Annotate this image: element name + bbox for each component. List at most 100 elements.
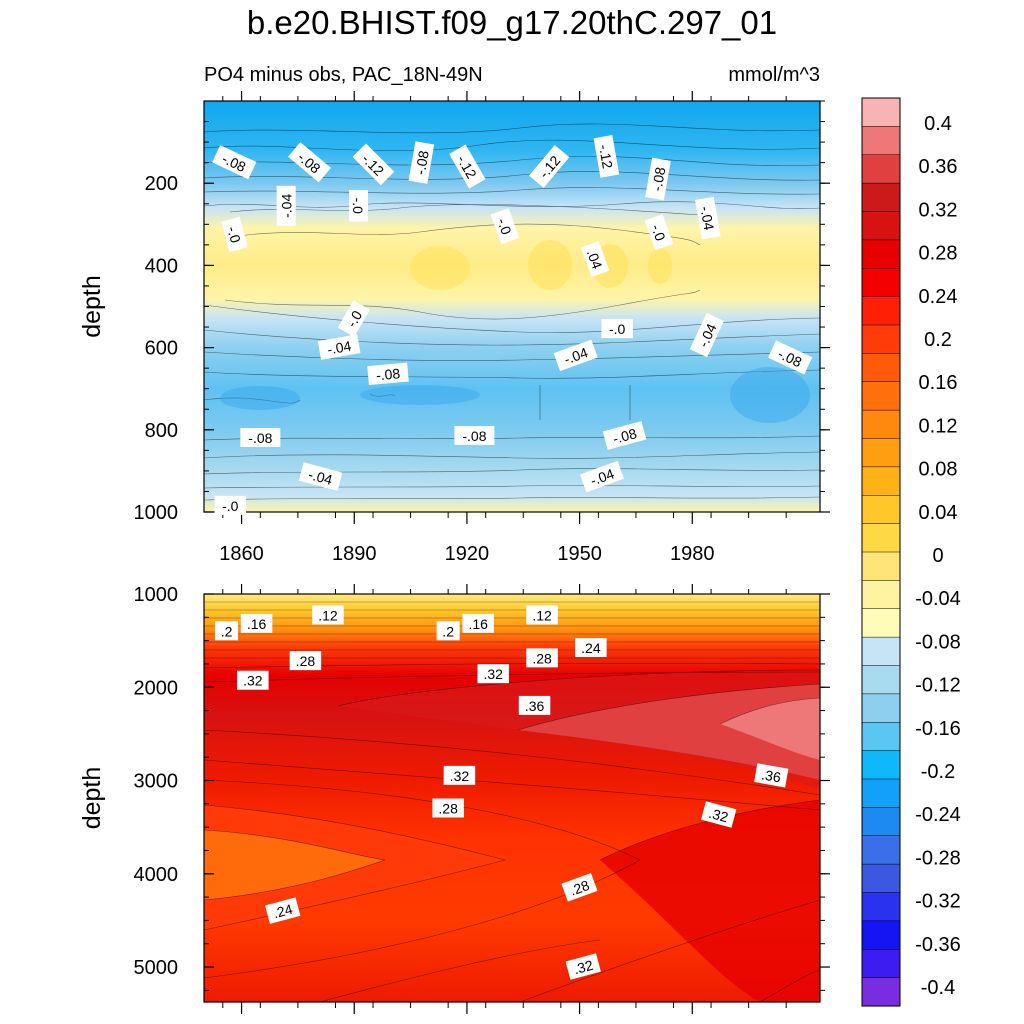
colorbar-label: 0.08 xyxy=(919,459,958,481)
colorbar-swatch xyxy=(861,949,901,979)
contour-label-text: .16 xyxy=(468,616,488,632)
panel-subtitle: PO4 minus obs, PAC_18N-49N xyxy=(204,64,483,86)
contour-label-bg xyxy=(561,872,598,902)
contour-label-text: .36 xyxy=(525,698,545,714)
contour-label-text: .12 xyxy=(532,607,552,623)
contour-label-text: -.08 xyxy=(248,430,272,446)
colorbar-swatch xyxy=(861,665,901,695)
contour-label-text: -.0 xyxy=(222,498,239,514)
colorbar-swatch xyxy=(861,523,901,553)
contour-label-text: .24 xyxy=(271,901,294,922)
contour-label: -.12 xyxy=(593,135,620,178)
upper-dark-blobs xyxy=(220,367,810,423)
contour-label-bg xyxy=(477,664,509,684)
contour-label-text: -.04 xyxy=(326,338,353,358)
contour-label-text: .2 xyxy=(221,623,233,639)
colorbar-label: 0.32 xyxy=(919,199,958,221)
contour-label: -.08 xyxy=(645,157,671,201)
contour-label: -.04 xyxy=(276,185,296,226)
contour-label-bg xyxy=(237,670,269,690)
contour-label-text: -.04 xyxy=(307,466,335,488)
contour-label-bg xyxy=(526,605,558,625)
contour-label-bg xyxy=(580,241,610,278)
colorbar-swatch xyxy=(861,551,901,581)
lower-axis-ticks: 1000 2000 3000 4000 5000 depth xyxy=(78,584,830,1014)
contour-label-bg xyxy=(240,428,281,448)
contour-label-bg xyxy=(212,145,257,180)
contour-label: -.04 xyxy=(317,334,361,360)
colorbar-label: 0.4 xyxy=(924,113,952,135)
contour-label-bg xyxy=(289,651,322,671)
contour-label-text: -.0 xyxy=(224,225,244,245)
colorbar-swatch xyxy=(861,268,901,298)
upper-axis-ticks: 200 400 600 800 1000 depth 1860 1890 1920 1950 198… xyxy=(78,91,830,565)
contour-label-bg xyxy=(298,462,343,491)
contour-label-text: .04 xyxy=(584,247,606,271)
contour-label-text: -.08 xyxy=(611,425,639,447)
colorbar-label: 0.12 xyxy=(919,415,958,437)
y-tick-label: 3000 xyxy=(134,771,179,793)
contour-label: .32 xyxy=(443,765,476,785)
contour-label-bg xyxy=(593,135,620,178)
colorbar-swatch xyxy=(861,750,901,780)
colorbar-label: 0.04 xyxy=(919,502,958,524)
contour-label-bg xyxy=(215,621,239,641)
colorbar-swatch xyxy=(861,126,901,156)
contour-label-bg xyxy=(518,695,551,715)
x-tick-label: 1920 xyxy=(445,543,490,565)
contour-label-bg xyxy=(553,339,598,372)
contour-label: .28 xyxy=(561,872,598,902)
contour-label-bg xyxy=(601,319,633,339)
contour-label: -.08 xyxy=(408,141,435,184)
x-tick-label: 1860 xyxy=(219,543,264,565)
contour-label: -.08 xyxy=(240,428,281,448)
contour-label-bg xyxy=(602,421,647,450)
contour-label-bg xyxy=(490,208,520,245)
contour-label: -.08 xyxy=(367,362,409,386)
colorbar-label: -0.12 xyxy=(915,675,961,697)
colorbar-swatch xyxy=(861,239,901,269)
contour-label-bg xyxy=(694,196,721,240)
contour-label: .12 xyxy=(526,605,558,625)
lower-contour-labels: .2 .16 .12 .2 .16 .12 .24 .28 .28 .32 .32 .36 .32 .36… xyxy=(215,605,789,980)
lower-contour-lines xyxy=(203,601,821,1003)
y-tick-label: 200 xyxy=(145,173,178,195)
contour-label-text: -.04 xyxy=(697,205,717,232)
contour-label: -.0 xyxy=(214,495,247,515)
colorbar-swatch xyxy=(861,182,901,213)
contour-label-bg xyxy=(337,300,370,337)
contour-label-bg xyxy=(644,214,674,251)
colorbar-swatch xyxy=(861,154,901,184)
contour-label-bg xyxy=(462,613,494,633)
colorbar-swatch xyxy=(861,580,901,610)
contour-label: .2 xyxy=(215,621,239,641)
contour-label-bg xyxy=(526,648,558,668)
colorbar-swatch xyxy=(861,807,901,837)
colorbar-label: -0.4 xyxy=(921,977,955,999)
x-tick-label: 1980 xyxy=(670,543,715,565)
contour-label-text: .28 xyxy=(296,653,316,669)
colorbar: 0.4 0.36 0.32 0.28 0.24 0.2 0.16 0.12 0.08 0.04 0 -… xyxy=(861,97,961,1007)
contour-label: .2 xyxy=(436,621,460,641)
colorbar-label: 0.24 xyxy=(919,286,958,308)
colorbar-swatch xyxy=(861,353,901,383)
contour-label: .32 xyxy=(237,670,269,690)
colorbar-swatch xyxy=(861,722,901,752)
contour-label-bg xyxy=(312,605,344,625)
contour-label-text: -.0 xyxy=(343,308,365,330)
colorbar-label: -0.32 xyxy=(915,891,961,913)
contour-label: .36 xyxy=(518,695,551,715)
contour-label-text: -.0 xyxy=(609,321,626,337)
contour-label-bg xyxy=(529,145,570,188)
contour-label: -.04 xyxy=(694,196,721,240)
lower-panel-frame xyxy=(203,593,821,1003)
colorbar-swatch xyxy=(861,977,901,1007)
contour-label-text: .28 xyxy=(438,800,458,816)
lower-panel: 1000 2000 3000 4000 5000 depth .2 .16 .12 .2 .16.… xyxy=(78,584,830,1014)
colorbar-label: -0.36 xyxy=(915,934,961,956)
contour-label-bg xyxy=(754,763,789,788)
colorbar-swatch xyxy=(861,495,901,525)
contour-label-bg xyxy=(565,953,601,980)
contour-label: .32 xyxy=(701,801,737,828)
contour-label-text: -.12 xyxy=(596,143,616,170)
